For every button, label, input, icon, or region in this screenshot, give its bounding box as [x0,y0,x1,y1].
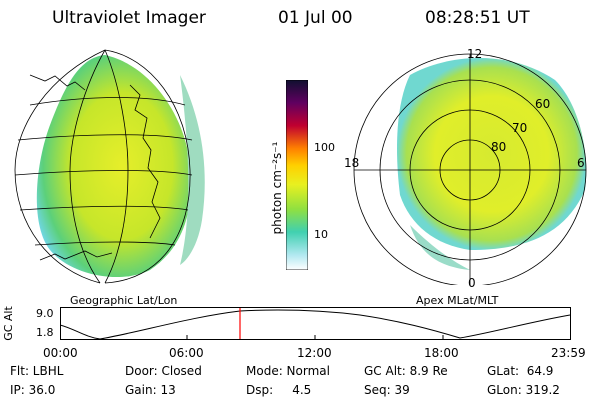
observation-time: 08:28:51 UT [425,8,530,28]
altitude-tick-1-8: 1.8 [36,326,54,339]
colorbar [286,80,308,270]
colorbar-tick-10: 10 [314,228,328,241]
right-panel-label: Apex MLat/MLT [416,294,499,307]
mlt-label-12: 12 [467,47,483,61]
geographic-globe-image [14,49,205,284]
time-tick-0600: 06:00 [169,346,204,360]
time-tick-1200: 12:00 [297,346,332,360]
left-panel-label: Geographic Lat/Lon [70,294,178,307]
colorbar-unit-label: photon cm⁻²s⁻¹ [270,141,284,235]
glon-info: GLon: 319.2 [487,383,560,397]
mlt-label-18: 18 [344,156,360,170]
seq-info: Seq: 39 [364,383,410,397]
altitude-tick-9: 9.0 [36,307,54,320]
polar-mlat-mlt-plot [353,53,587,285]
dsp-info: Dsp: 4.5 [246,383,312,397]
ip-info: IP: 36.0 [10,383,56,397]
mlat-label-60: 60 [535,97,551,111]
time-tick-1800: 18:00 [424,346,459,360]
mlt-label-0: 0 [468,276,476,290]
glat-info: GLat: 64.9 [487,364,554,378]
time-tick-0000: 00:00 [43,346,78,360]
altitude-axis-label: GC Alt [1,306,15,341]
filter-info: Flt: LBHL [10,364,64,378]
mlat-label-80: 80 [491,140,507,154]
colorbar-tick-100: 100 [314,141,335,154]
mlt-label-6: 6 [577,156,585,170]
time-tick-2359: 23:59 [551,346,586,360]
gain-info: Gain: 13 [125,383,176,397]
altitude-plot [60,307,571,340]
gc-alt-info: GC Alt: 8.9 Re [364,364,448,378]
door-info: Door: Closed [125,364,202,378]
mode-info: Mode: Normal [246,364,330,378]
observation-date: 01 Jul 00 [278,8,353,28]
instrument-title: Ultraviolet Imager [52,8,206,28]
mlat-label-70: 70 [512,121,528,135]
